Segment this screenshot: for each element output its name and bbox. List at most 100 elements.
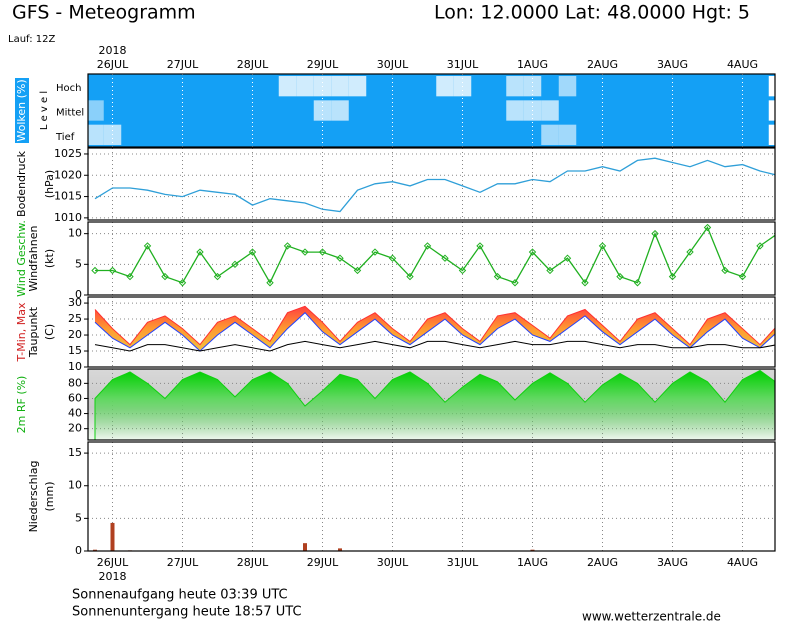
y-tick-label: 60 xyxy=(68,391,82,404)
bar xyxy=(93,549,97,551)
cloud-cell xyxy=(681,125,699,145)
cloud-cell xyxy=(664,100,682,120)
cloud-cell xyxy=(191,125,209,145)
cloud-cell xyxy=(506,76,524,97)
x-tick-label: 28JUL xyxy=(237,556,269,569)
cloud-cell xyxy=(419,125,437,145)
cloud-cell xyxy=(611,76,629,96)
cloud-cell xyxy=(751,125,769,145)
x-tick-label: 27JUL xyxy=(167,58,199,71)
panel-frame xyxy=(87,296,776,368)
cloud-cell xyxy=(244,100,262,120)
cloud-cell xyxy=(629,100,647,120)
x-tick-label: 3AUG xyxy=(657,556,688,569)
cloud-cell xyxy=(314,125,332,145)
y-axis-label: Windfahnen xyxy=(27,226,40,292)
cloud-cell xyxy=(139,76,157,96)
cloud-cell xyxy=(681,100,699,120)
point xyxy=(703,223,712,232)
cloud-cell xyxy=(104,76,122,96)
line xyxy=(94,305,775,346)
cloud-cell xyxy=(594,76,612,96)
cloud-cell xyxy=(139,100,157,120)
cloud-cell xyxy=(209,125,227,145)
cloud-cell xyxy=(453,76,472,97)
cloud-cell xyxy=(611,100,629,120)
cloud-cell xyxy=(576,76,594,96)
panel-frame xyxy=(87,368,776,441)
cloud-cell xyxy=(576,125,594,145)
point xyxy=(161,272,169,281)
panel xyxy=(88,297,775,368)
point xyxy=(126,272,134,281)
cloud-cell xyxy=(506,125,524,145)
level-axis-label: L e v e l xyxy=(39,91,50,130)
cloud-background xyxy=(88,74,775,147)
cloud-cell xyxy=(244,125,262,145)
cloud-cell xyxy=(489,100,507,120)
point xyxy=(458,266,467,275)
cloud-cell xyxy=(734,125,752,145)
y-axis-label: Wind Geschw. xyxy=(15,220,28,297)
y-tick-label: 20 xyxy=(68,328,82,341)
cloud-cell xyxy=(279,125,297,145)
cloud-cell xyxy=(296,76,314,97)
cloud-cell xyxy=(384,76,402,96)
y-tick-label: 10 xyxy=(68,479,82,492)
y-axis-label: T-Min, Max xyxy=(15,302,28,362)
cloud-cell xyxy=(384,100,402,120)
point xyxy=(371,248,379,256)
cloud-cell xyxy=(576,100,594,120)
cloud-cell xyxy=(716,100,734,120)
y-tick-label: 1020 xyxy=(54,168,82,181)
cloud-cell xyxy=(401,100,419,120)
cloud-cell xyxy=(401,76,419,96)
cloud-cell xyxy=(121,100,139,120)
level-label: Mittel xyxy=(56,108,84,119)
y-tick-label: 30 xyxy=(68,296,82,309)
cloud-cell xyxy=(121,76,139,96)
cloud-cell xyxy=(261,76,279,96)
panel xyxy=(88,442,775,552)
y-tick-label: 5 xyxy=(75,257,82,270)
cloud-cell xyxy=(751,76,769,96)
y-tick-label: 0 xyxy=(75,288,82,301)
level-label: Hoch xyxy=(56,83,81,94)
y-axis-label: (mm) xyxy=(43,481,56,511)
point xyxy=(563,254,572,262)
point xyxy=(633,279,642,287)
cloud-cell xyxy=(541,76,559,96)
cloud-cell xyxy=(471,100,489,120)
cloud-cell xyxy=(313,76,332,97)
cloud-cell xyxy=(716,76,734,96)
x-tick-label: 2AUG xyxy=(587,556,618,569)
cloud-cell xyxy=(226,76,244,96)
cloud-cell xyxy=(331,125,349,145)
cloud-cell xyxy=(88,100,104,121)
bar xyxy=(530,549,535,551)
cloud-cell xyxy=(646,125,664,145)
y-tick-label: 1010 xyxy=(54,211,82,224)
point xyxy=(476,242,484,250)
cloud-cell xyxy=(751,100,769,120)
cloud-cell xyxy=(366,125,384,145)
cloud-cell xyxy=(279,100,297,120)
y-tick-label: 15 xyxy=(68,344,82,357)
cloud-cell xyxy=(646,76,664,96)
point xyxy=(388,254,397,262)
point xyxy=(178,279,187,287)
bar xyxy=(338,548,342,551)
cloud-cell xyxy=(768,124,775,145)
cloud-cell xyxy=(366,100,384,120)
point xyxy=(616,272,624,281)
bar xyxy=(303,543,307,551)
point xyxy=(231,260,239,269)
panel xyxy=(88,222,775,296)
cloud-cell xyxy=(699,125,717,145)
x-tick-label: 27JUL xyxy=(167,556,199,569)
cloud-cell xyxy=(261,125,279,145)
x-tick-label: 2AUG xyxy=(587,58,618,71)
x-tick-label: 31JUL xyxy=(447,58,479,71)
cloud-cell xyxy=(471,76,489,96)
point xyxy=(668,272,677,281)
